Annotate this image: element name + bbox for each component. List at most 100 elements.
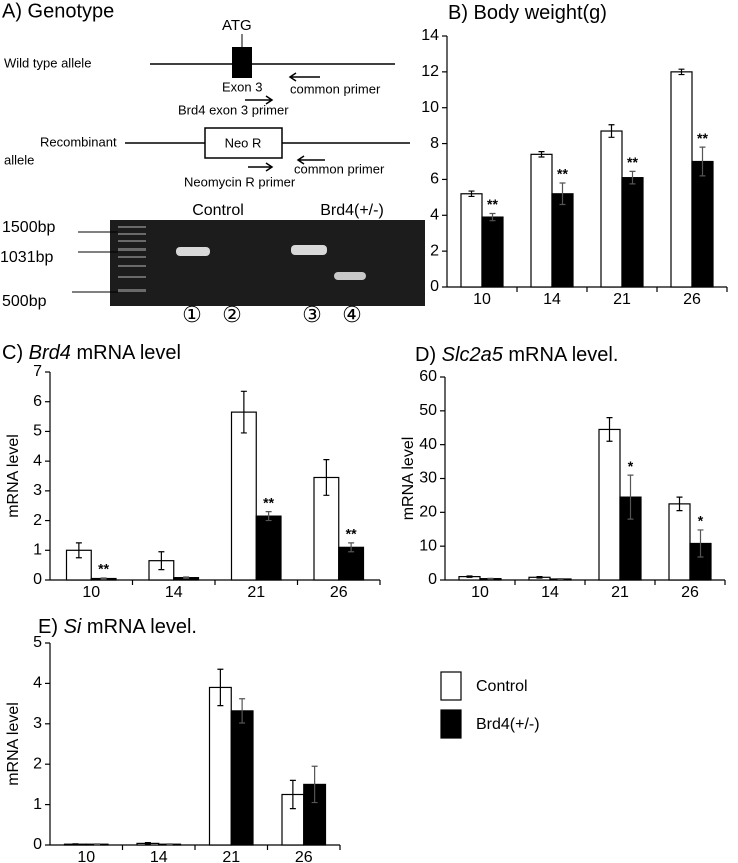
primer-label: common primer	[294, 161, 385, 176]
error-bar	[72, 843, 79, 846]
gel-band	[176, 247, 210, 256]
error-bar	[676, 496, 683, 512]
bar	[208, 686, 232, 846]
chart-title: B) Body weight(g)	[448, 2, 607, 24]
title-part: Brd4	[29, 342, 71, 364]
chart-title: E) Si mRNA level.	[38, 616, 197, 638]
bar	[600, 130, 623, 288]
x-tick-label: 21	[247, 584, 265, 601]
title-part: mRNA level.	[508, 344, 618, 366]
panel-title: A) Genotype	[2, 0, 114, 22]
error-bar	[144, 841, 151, 845]
x-tick-label: 14	[543, 291, 561, 308]
error-bar	[466, 575, 473, 578]
legend-label: Control	[476, 678, 528, 695]
neo-box	[204, 127, 283, 159]
title-part: mRNA level.	[87, 616, 197, 638]
y-tick-label: 8	[430, 135, 439, 152]
y-tick-label: 4	[33, 452, 42, 469]
y-tick-label: 0	[33, 571, 42, 588]
x-tick-label: 21	[613, 291, 631, 308]
significance-label: **	[346, 526, 357, 542]
bar	[530, 153, 553, 288]
y-tick-label: 3	[33, 482, 42, 499]
arrow	[288, 72, 320, 82]
arrow	[245, 95, 274, 105]
y-tick-label: 1	[33, 542, 42, 559]
genotype-panel: A) Genotype ATG Wild type allele Exon 3 …	[0, 0, 425, 327]
bar	[691, 160, 714, 288]
primer-label: Brd4 exon 3 primer	[178, 102, 289, 117]
y-tick-label: 2	[33, 512, 42, 529]
error-bar	[217, 668, 224, 707]
title-part: E)	[38, 616, 58, 638]
bar	[230, 411, 257, 581]
significance-label: *	[628, 458, 634, 474]
y-tick-label: 3	[33, 715, 42, 732]
error-bar	[265, 511, 272, 522]
error-bar	[697, 529, 704, 558]
error-bar	[557, 578, 564, 580]
error-bar	[627, 474, 634, 520]
bar	[255, 515, 282, 581]
error-bar	[183, 576, 190, 579]
error-bar	[158, 551, 165, 571]
gel-band	[334, 272, 366, 280]
chart: D) Slc2a5 mRNA level. mRNA level 0 10 20 30 40…	[400, 344, 726, 601]
exon-label: Exon 3	[222, 79, 262, 94]
error-bar	[468, 190, 475, 198]
wild-type-label: Wild type allele	[4, 55, 91, 70]
error-bar	[608, 124, 615, 138]
x-tick-label: 26	[295, 849, 313, 863]
x-tick-label: 26	[683, 291, 701, 308]
gel-band	[291, 245, 327, 255]
y-tick-label: 4	[430, 207, 439, 224]
bar	[551, 193, 574, 288]
x-tick-label: 10	[77, 849, 95, 863]
chart-title: D) Slc2a5 mRNA level.	[415, 344, 618, 366]
title-part: mRNA level	[76, 342, 180, 364]
significance-label: *	[698, 513, 704, 529]
exon-box	[232, 47, 252, 78]
error-bar	[487, 577, 494, 580]
error-bar	[699, 146, 706, 177]
y-tick-label: 50	[419, 402, 437, 419]
arrow	[248, 162, 274, 172]
y-tick-label: 10	[421, 99, 439, 116]
bp-label: 1031bp	[0, 249, 53, 266]
x-tick-label: 26	[330, 584, 348, 601]
error-bar	[166, 843, 173, 846]
error-bar	[559, 182, 566, 206]
y-tick-label: 0	[430, 278, 439, 295]
error-bar	[538, 151, 545, 158]
chart: B) Body weight(g) 0 2 4 6 8 10 12 14 10 ** 14 ** 21 **…	[421, 2, 728, 308]
y-tick-label: 0	[33, 836, 42, 853]
bar	[670, 71, 693, 288]
y-tick-label: 5	[33, 634, 42, 651]
y-tick-label: 7	[33, 363, 42, 380]
error-bar	[536, 576, 543, 579]
y-tick-label: 60	[419, 368, 437, 385]
x-tick-label: 10	[82, 584, 100, 601]
arrow	[296, 155, 325, 165]
x-tick-label: 10	[473, 291, 491, 308]
bar	[230, 710, 254, 846]
y-tick-label: 20	[419, 504, 437, 521]
chart: E) Si mRNA level. mRNA level 0 1 2 3 4 5 10 14 21 2…	[5, 616, 341, 863]
lane-label: ①	[182, 302, 202, 327]
significance-label: **	[263, 494, 274, 510]
lane-label: ④	[342, 302, 362, 327]
legend: Control Brd4(+/-)	[440, 671, 540, 739]
legend-swatch	[440, 671, 462, 701]
bar	[481, 216, 504, 288]
error-bar	[240, 390, 247, 434]
y-tick-label: 4	[33, 675, 42, 692]
error-bar	[100, 577, 107, 580]
bp-label: 500bp	[2, 293, 47, 310]
y-tick-label: 2	[430, 242, 439, 259]
y-tick-label: 6	[33, 393, 42, 410]
y-tick-label: 30	[419, 470, 437, 487]
title-part: B) Body weight(g)	[448, 2, 607, 24]
error-bar	[239, 698, 246, 724]
